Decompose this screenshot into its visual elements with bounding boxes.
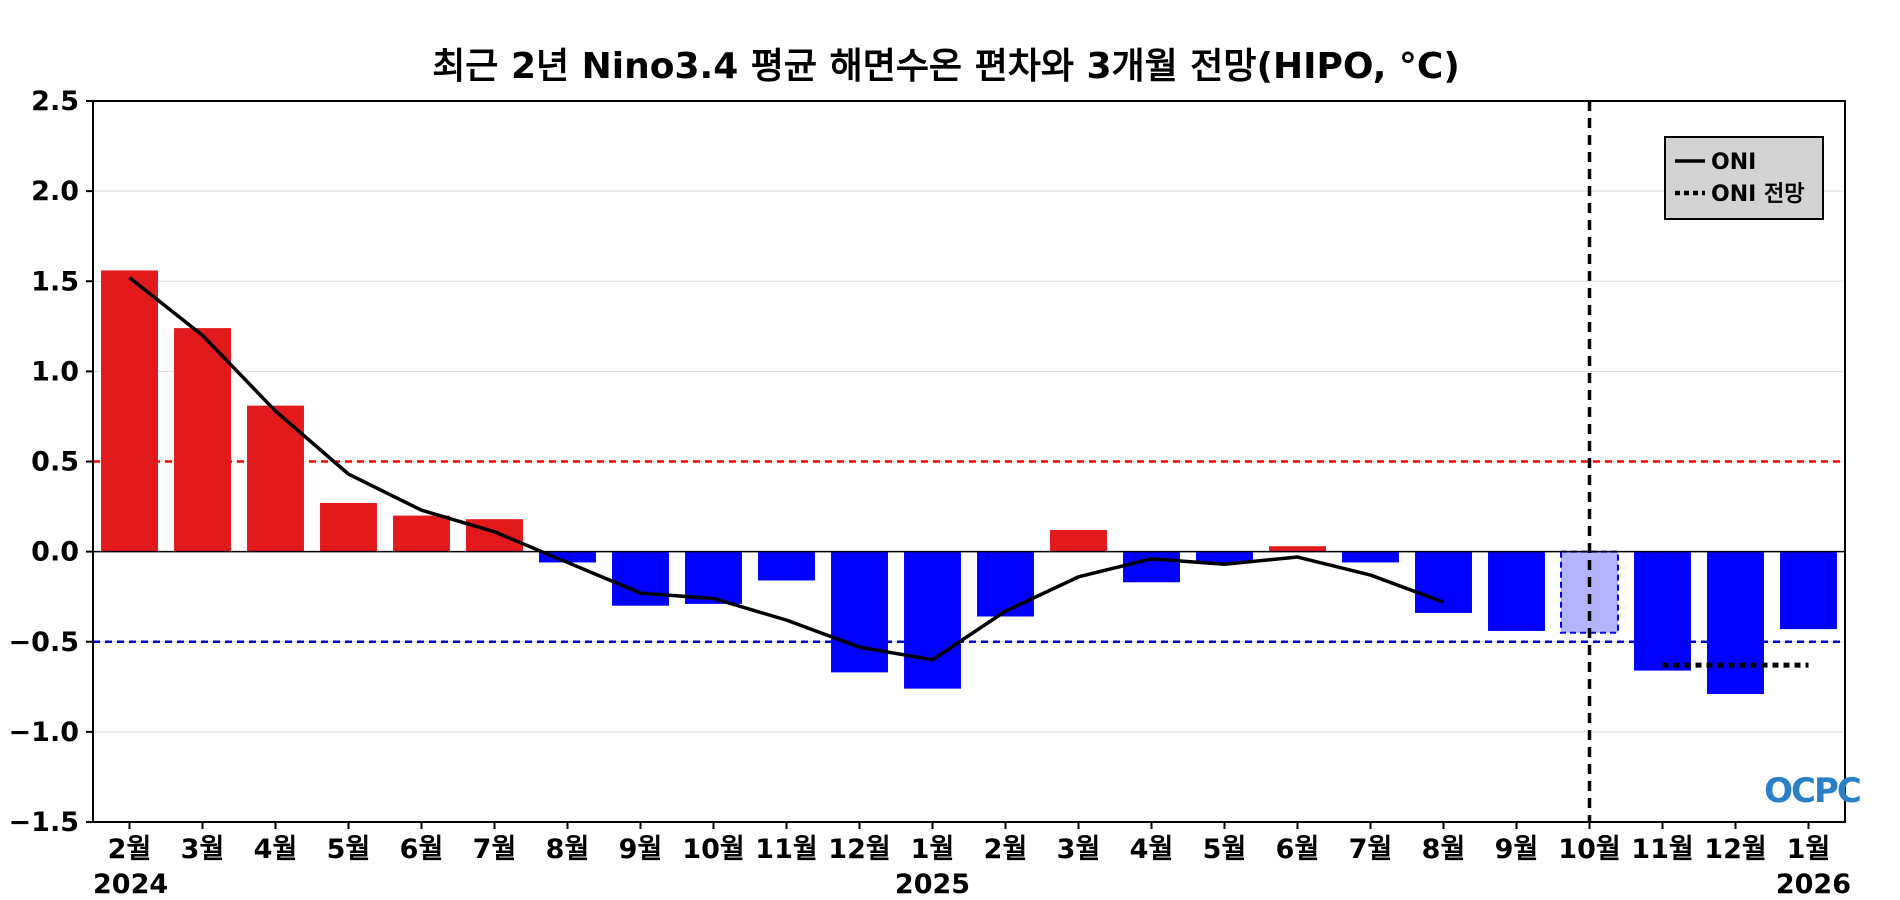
legend: ONI ONI 전망 [1664,136,1824,220]
legend-box [1664,136,1824,220]
y-tick-label: 0.0 [31,537,79,568]
bar [685,551,742,604]
x-tick-label: 8월 [546,834,590,865]
oni-line-group [128,101,1809,822]
bar [174,328,231,552]
chart-title: 최근 2년 Nino3.4 평균 해면수온 편차와 3개월 전망(HIPO, °… [432,46,1460,87]
bar [539,551,596,563]
bar [1415,551,1472,613]
x-tick-label: 7월 [473,834,517,865]
y-tick-label: 1.0 [31,356,79,387]
bar [1488,551,1545,631]
threshold-lines [93,460,1845,643]
x-tick-label: 5월 [327,834,371,865]
bar [1707,551,1764,695]
bar [1634,551,1691,671]
x-tick-label: 4월 [254,834,298,865]
x-tick-label: 8월 [1422,834,1466,865]
x-year-label: 2024 [93,869,168,900]
x-tick-label: 1월 [911,834,955,865]
y-tick-label: −0.5 [9,627,79,658]
bar [320,502,377,552]
x-tick-label: 10월 [1558,834,1620,865]
y-tick-label: 1.5 [31,266,79,297]
x-tick-label: 1월 [1787,834,1831,865]
y-tick-label: 0.5 [31,447,79,478]
x-tick-label: 7월 [1349,834,1393,865]
y-tick-label: −1.0 [9,717,79,748]
ocpc-logo: OCPC [1764,771,1862,811]
bar [1123,551,1180,583]
x-tick-label: 6월 [1276,834,1320,865]
bar [977,551,1034,617]
axes: 2.5 2.0 1.5 1.0 0.5 0.0 −0.5 −1.0 −1.5 2월 3월 4월 5월 6월… [9,86,1851,900]
bar [758,551,815,581]
bar [831,551,888,673]
bar [904,551,961,689]
bar [1342,551,1399,563]
plot-frame [92,100,1846,823]
x-tick-label: 5월 [1203,834,1247,865]
x-year-label: 2026 [1776,869,1851,900]
x-tick-label: 9월 [1495,834,1539,865]
bar [247,405,304,552]
bar [1269,546,1326,552]
x-tick-label: 6월 [400,834,444,865]
legend-oni-label: ONI [1711,150,1756,175]
y-tick-label: −1.5 [9,807,79,838]
x-tick-label: 3월 [1057,834,1101,865]
x-year-label: 2025 [895,869,970,900]
bar [466,519,523,552]
x-tick-label: 2월 [108,834,152,865]
x-tick-label: 12월 [1704,834,1766,865]
y-tick-label: 2.5 [31,86,79,117]
x-tick-label: 10월 [682,834,744,865]
bar [101,270,158,552]
bar [612,551,669,606]
x-tick-label: 4월 [1130,834,1174,865]
x-tick-label: 11월 [755,834,817,865]
bar [1780,551,1837,630]
ocpc-logo-text: OCPC [1764,771,1860,811]
bar [393,515,450,552]
oni-line [128,276,1445,662]
bar [1050,529,1107,552]
legend-forecast-label: ONI 전망 [1711,182,1804,207]
x-tick-label: 3월 [181,834,225,865]
x-tick-label: 12월 [828,834,890,865]
y-tick-label: 2.0 [31,176,79,207]
bar [1196,551,1253,563]
x-tick-label: 11월 [1631,834,1693,865]
x-tick-label: 9월 [619,834,663,865]
x-tick-label: 2월 [984,834,1028,865]
